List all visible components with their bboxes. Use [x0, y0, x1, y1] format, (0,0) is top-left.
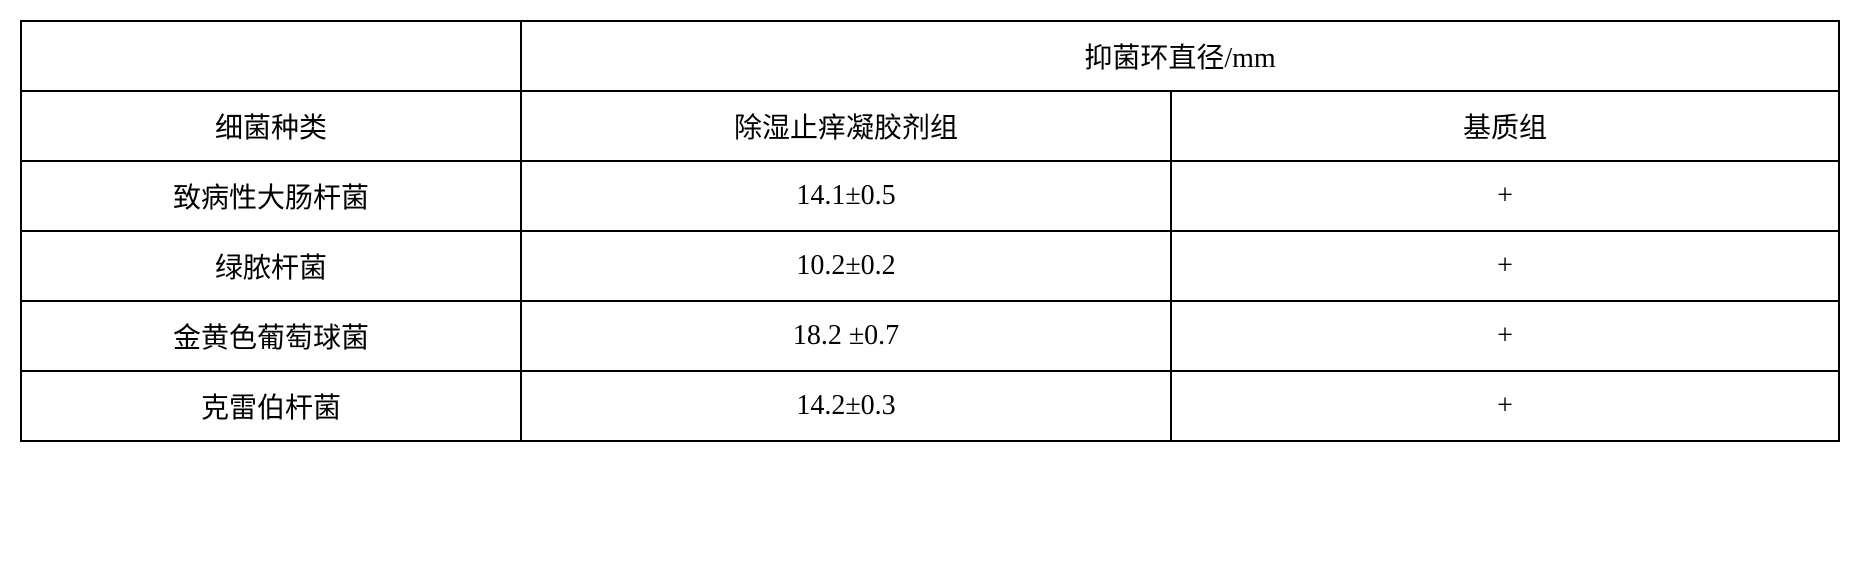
cell-gel-group: 18.2 ±0.7 — [521, 301, 1171, 371]
cell-base-group: + — [1171, 371, 1839, 441]
header-span-cell: 抑菌环直径/mm — [521, 21, 1839, 91]
inhibition-zone-table: 抑菌环直径/mm 细菌种类 除湿止痒凝胶剂组 基质组 致病性大肠杆菌 14.1±… — [20, 20, 1840, 442]
cell-bacteria: 绿脓杆菌 — [21, 231, 521, 301]
header-empty-cell — [21, 21, 521, 91]
cell-gel-group: 14.2±0.3 — [521, 371, 1171, 441]
table-row: 致病性大肠杆菌 14.1±0.5 + — [21, 161, 1839, 231]
cell-gel-group: 14.1±0.5 — [521, 161, 1171, 231]
cell-base-group: + — [1171, 161, 1839, 231]
col-header-0: 细菌种类 — [21, 91, 521, 161]
table-header-row-1: 抑菌环直径/mm — [21, 21, 1839, 91]
cell-base-group: + — [1171, 231, 1839, 301]
cell-base-group: + — [1171, 301, 1839, 371]
cell-gel-group: 10.2±0.2 — [521, 231, 1171, 301]
cell-bacteria: 金黄色葡萄球菌 — [21, 301, 521, 371]
table-row: 金黄色葡萄球菌 18.2 ±0.7 + — [21, 301, 1839, 371]
col-header-1: 除湿止痒凝胶剂组 — [521, 91, 1171, 161]
table-row: 绿脓杆菌 10.2±0.2 + — [21, 231, 1839, 301]
table-header-row-2: 细菌种类 除湿止痒凝胶剂组 基质组 — [21, 91, 1839, 161]
cell-bacteria: 致病性大肠杆菌 — [21, 161, 521, 231]
table-row: 克雷伯杆菌 14.2±0.3 + — [21, 371, 1839, 441]
col-header-2: 基质组 — [1171, 91, 1839, 161]
cell-bacteria: 克雷伯杆菌 — [21, 371, 521, 441]
